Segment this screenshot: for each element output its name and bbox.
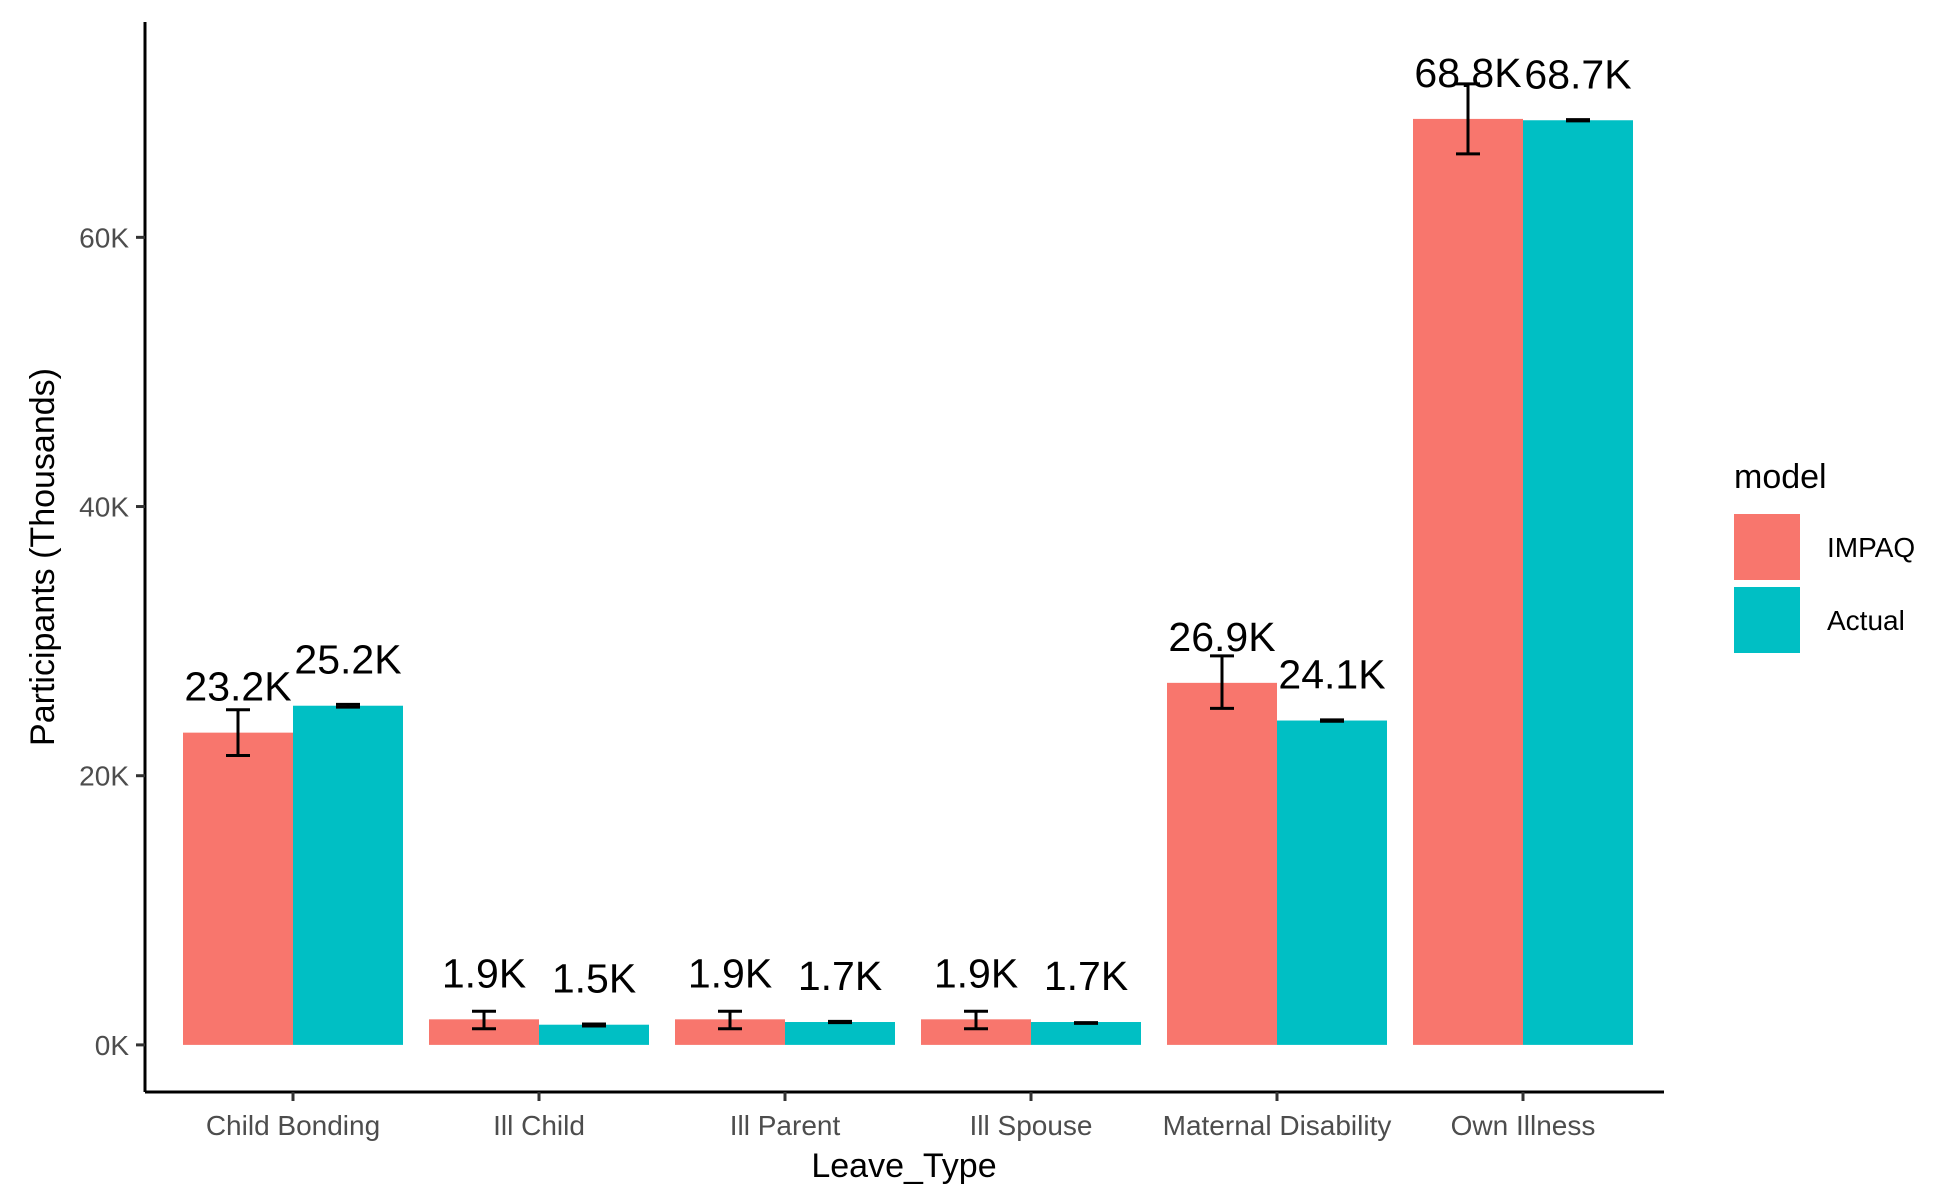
data-label-actual: 24.1K	[1278, 652, 1385, 698]
y-tick-label: 0K	[95, 1030, 130, 1061]
bar-impaq	[183, 732, 293, 1045]
bar-actual	[1523, 120, 1633, 1045]
data-label-impaq: 26.9K	[1168, 614, 1275, 660]
x-tick-label: Ill Child	[493, 1110, 585, 1141]
bars-layer	[183, 118, 1633, 1045]
x-axis-title: Leave_Type	[811, 1147, 996, 1185]
data-label-actual: 68.7K	[1524, 51, 1631, 97]
data-label-actual: 1.7K	[1044, 953, 1128, 999]
legend-swatch-actual	[1734, 587, 1800, 653]
bar-actual	[785, 1022, 895, 1045]
data-label-actual: 1.7K	[798, 953, 882, 999]
data-label-impaq: 1.9K	[688, 950, 772, 996]
y-tick-label: 40K	[79, 492, 129, 523]
x-tick-label: Ill Spouse	[970, 1110, 1093, 1141]
bar-actual	[1031, 1022, 1141, 1045]
bar-impaq	[1413, 118, 1523, 1045]
legend-title: model	[1734, 458, 1827, 496]
bar-actual	[293, 705, 403, 1045]
x-tick-label: Ill Parent	[730, 1110, 841, 1141]
x-axis-ticks: Child Bonding Ill Child Ill Parent Ill Spou…	[206, 1092, 1596, 1141]
data-label-impaq: 1.9K	[934, 950, 1018, 996]
data-label-actual: 1.5K	[552, 956, 636, 1002]
bar-actual	[539, 1024, 649, 1045]
y-tick-label: 60K	[79, 222, 129, 253]
legend: model IMPAQ Actual	[1734, 458, 1915, 653]
y-axis-title: Participants (Thousands)	[24, 368, 62, 746]
data-label-actual: 25.2K	[294, 637, 401, 683]
legend-swatch-impaq	[1734, 514, 1800, 580]
data-labels-layer: 23.2K 1.9K 1.9K 1.9K 26.9K 68.8K 25.2K 1.5K 1.7K…	[184, 50, 1631, 1002]
legend-label-actual: Actual	[1827, 605, 1905, 636]
bar-impaq	[1167, 682, 1277, 1045]
error-bars-layer	[226, 82, 1590, 1031]
x-tick-label: Maternal Disability	[1163, 1110, 1392, 1141]
data-label-impaq: 68.8K	[1414, 50, 1521, 96]
bar-actual	[1277, 720, 1387, 1045]
y-tick-label: 20K	[79, 761, 129, 792]
x-tick-label: Own Illness	[1451, 1110, 1596, 1141]
data-label-impaq: 23.2K	[184, 664, 291, 710]
data-label-impaq: 1.9K	[442, 950, 526, 996]
y-axis-ticks: 0K 20K 40K 60K	[79, 222, 145, 1061]
x-tick-label: Child Bonding	[206, 1110, 380, 1141]
legend-label-impaq: IMPAQ	[1827, 532, 1915, 563]
